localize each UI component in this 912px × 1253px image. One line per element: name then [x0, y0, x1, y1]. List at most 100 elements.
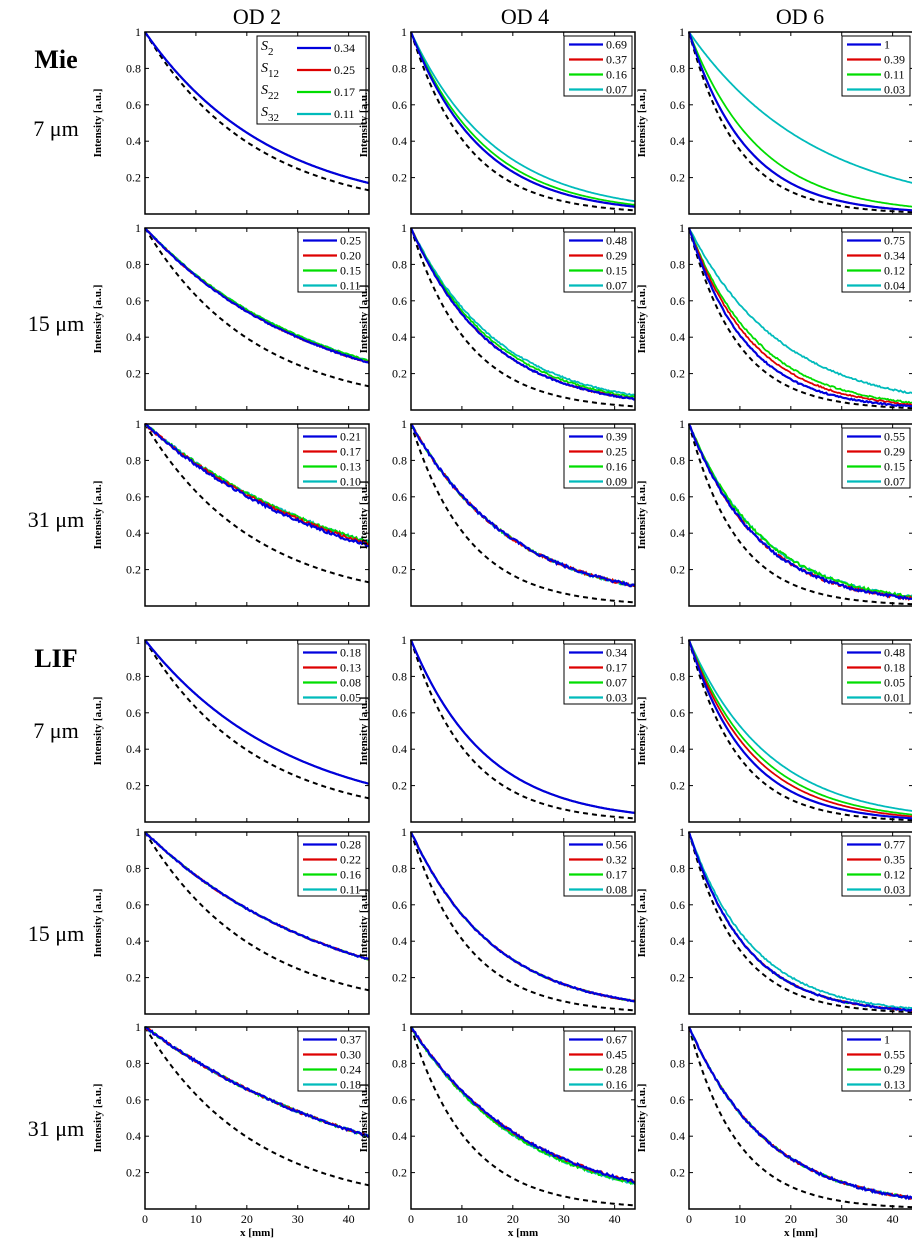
legend-value: 0.34 — [884, 249, 905, 263]
y-tick-label: 0.6 — [670, 490, 685, 504]
y-tick-label: 1 — [401, 221, 407, 235]
legend: 0.560.320.170.08 — [563, 835, 633, 897]
legend-value: 0.15 — [884, 460, 905, 474]
legend-value: 0.20 — [340, 249, 361, 263]
row-labels: Mie 7 μm 15 μm 31 μm LIF 7 μm 15 μm 31 μ… — [28, 45, 84, 1141]
legend-box — [563, 231, 633, 293]
y-tick-label: 0.8 — [670, 453, 685, 467]
y-tick-label: 0.8 — [392, 257, 407, 271]
y-tick-label: 0.2 — [670, 779, 685, 793]
legend-value: 0.13 — [884, 1078, 905, 1092]
y-tick-label: 0.4 — [392, 330, 407, 344]
y-tick-label: 0.6 — [670, 98, 685, 112]
legend-value: 0.05 — [884, 676, 905, 690]
y-axis-label: Intensity [a.u.] — [92, 285, 104, 354]
plot-frame — [144, 31, 370, 215]
legend-box — [297, 427, 367, 489]
reference-line — [410, 639, 636, 820]
reference-line — [144, 423, 370, 584]
panel-5-3: 0.2 0.4 0.6 0.8 1 Intensity [a.u.] 0.770.350.1… — [636, 825, 912, 1015]
group-label-lif: LIF — [34, 644, 77, 673]
legend-value: 0.28 — [340, 838, 361, 852]
legend-series-label: S32 — [261, 105, 279, 124]
legend-value: 0.10 — [340, 475, 361, 489]
legend-value: 0.35 — [884, 853, 905, 867]
panel-2-2: 0.2 0.4 0.6 0.8 1 Intensity [a.u.] 0.480.290.1… — [358, 221, 636, 411]
series-line-s32 — [688, 832, 912, 1011]
plot-frame — [688, 227, 912, 411]
legend-value: 0.11 — [340, 279, 361, 293]
series-line-s2 — [687, 639, 912, 820]
x-tick-label: 20 — [241, 1212, 253, 1226]
legend-box — [297, 1030, 367, 1092]
y-tick-label: 0.8 — [126, 669, 141, 683]
x-tick-label: 30 — [292, 1212, 304, 1226]
reference-line — [688, 227, 912, 410]
row-label-mie-15um: 15 μm — [28, 311, 84, 336]
y-tick-label: 0.2 — [392, 971, 407, 985]
y-axis-label: Intensity [a.u.] — [636, 697, 648, 766]
plot-frame — [144, 423, 370, 607]
y-axis-label: Intensity [a.u.] — [92, 889, 104, 958]
legend-value: 0.13 — [340, 460, 361, 474]
series-line-s2 — [410, 423, 636, 588]
series-line-s2 — [409, 831, 636, 1003]
legend-box — [563, 835, 633, 897]
plot-frame — [410, 31, 636, 215]
y-axis-label: Intensity [a.u.] — [636, 889, 648, 958]
y-tick-label: 0.8 — [670, 1056, 685, 1070]
panel-3-3: 0.2 0.4 0.6 0.8 1 Intensity [a.u.] 0.550.290.1… — [636, 417, 912, 607]
y-axis-label: Intensity [a.u.] — [636, 285, 648, 354]
legend: 0.280.220.160.11 — [297, 835, 367, 897]
legend-value: 0.04 — [884, 279, 905, 293]
series-line-s32 — [410, 227, 636, 397]
legend: 0.550.290.150.07 — [841, 427, 911, 489]
y-tick-label: 0.6 — [392, 294, 407, 308]
y-tick-label: 1 — [135, 1020, 141, 1034]
plot-frame — [688, 1026, 912, 1210]
series-line-s2 — [687, 227, 912, 408]
legend-value: 0.12 — [884, 264, 905, 278]
legend-value: 0.29 — [606, 249, 627, 263]
y-tick-label: 0.6 — [392, 98, 407, 112]
y-tick-label: 0.4 — [670, 330, 685, 344]
y-axis-label: Intensity [a.u.] — [636, 481, 648, 550]
y-axis-label: Intensity [a.u.] — [636, 89, 648, 158]
plot-frame — [410, 639, 636, 823]
y-tick-label: 0.4 — [670, 934, 685, 948]
col-title-od2: OD 2 — [233, 4, 281, 29]
y-tick-label: 0.2 — [392, 1166, 407, 1180]
x-tick-label: 10 — [456, 1212, 468, 1226]
legend-value: 0.13 — [340, 661, 361, 675]
y-tick-label: 0.8 — [126, 1056, 141, 1070]
legend: 0.370.300.240.18 — [297, 1030, 367, 1092]
y-tick-label: 0.8 — [670, 61, 685, 75]
reference-line — [688, 423, 912, 606]
reference-line — [688, 639, 912, 822]
y-tick-label: 0.8 — [670, 257, 685, 271]
legend-box — [563, 427, 633, 489]
series-line-s2 — [409, 31, 636, 208]
plot-frame — [144, 227, 370, 411]
y-axis-label: Intensity [a.u.] — [92, 697, 104, 766]
y-tick-label: 0.6 — [670, 294, 685, 308]
panel-2-3: 0.2 0.4 0.6 0.8 1 Intensity [a.u.] 0.750.340.1… — [636, 221, 912, 411]
legend-value: 0.16 — [606, 460, 627, 474]
y-axis-label: Intensity [a.u.] — [358, 481, 370, 550]
legend: 10.390.110.03 — [841, 35, 911, 97]
y-tick-label: 0.8 — [126, 861, 141, 875]
legend-value: 0.16 — [606, 68, 627, 82]
legend-value: 0.32 — [606, 853, 627, 867]
y-tick-label: 0.2 — [126, 779, 141, 793]
plot-frame — [688, 639, 912, 823]
y-tick-label: 0.8 — [126, 453, 141, 467]
legend-value: 0.17 — [606, 661, 627, 675]
y-tick-label: 0.6 — [126, 294, 141, 308]
plot-frame — [688, 31, 912, 215]
y-tick-label: 1 — [135, 417, 141, 431]
y-axis-label: Intensity [a.u.] — [358, 889, 370, 958]
y-tick-label: 0.8 — [670, 669, 685, 683]
